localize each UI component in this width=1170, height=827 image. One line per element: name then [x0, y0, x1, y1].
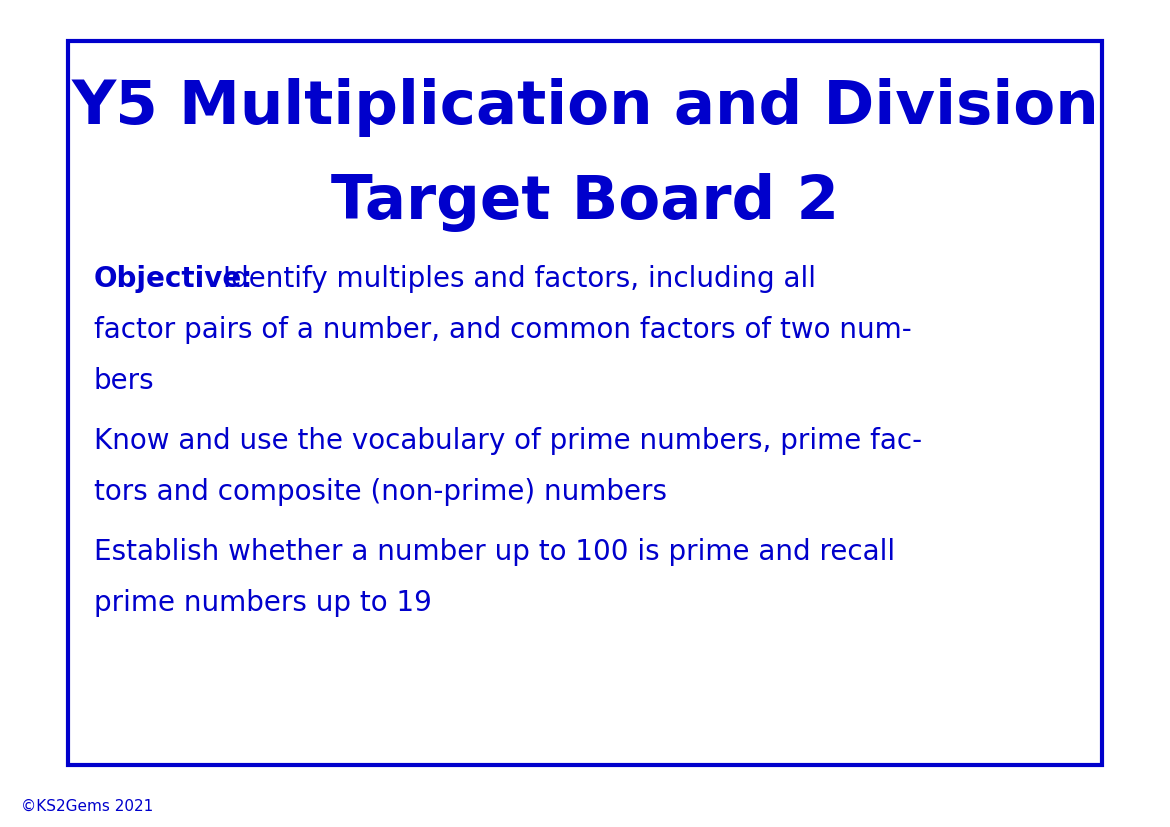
Text: bers: bers: [94, 367, 154, 395]
Text: Y5 Multiplication and Division: Y5 Multiplication and Division: [71, 78, 1099, 137]
Text: Know and use the vocabulary of prime numbers, prime fac-: Know and use the vocabulary of prime num…: [94, 427, 922, 455]
Text: Establish whether a number up to 100 is prime and recall: Establish whether a number up to 100 is …: [94, 538, 895, 566]
Text: Objective:: Objective:: [94, 265, 253, 293]
Text: Target Board 2: Target Board 2: [331, 173, 839, 232]
Bar: [68, 41, 1102, 765]
Text: prime numbers up to 19: prime numbers up to 19: [94, 589, 432, 617]
Text: factor pairs of a number, and common factors of two num-: factor pairs of a number, and common fac…: [94, 316, 911, 344]
Text: tors and composite (non-prime) numbers: tors and composite (non-prime) numbers: [94, 478, 667, 506]
Text: Identify multiples and factors, including all: Identify multiples and factors, includin…: [214, 265, 817, 293]
Text: ©KS2Gems 2021: ©KS2Gems 2021: [21, 799, 153, 814]
